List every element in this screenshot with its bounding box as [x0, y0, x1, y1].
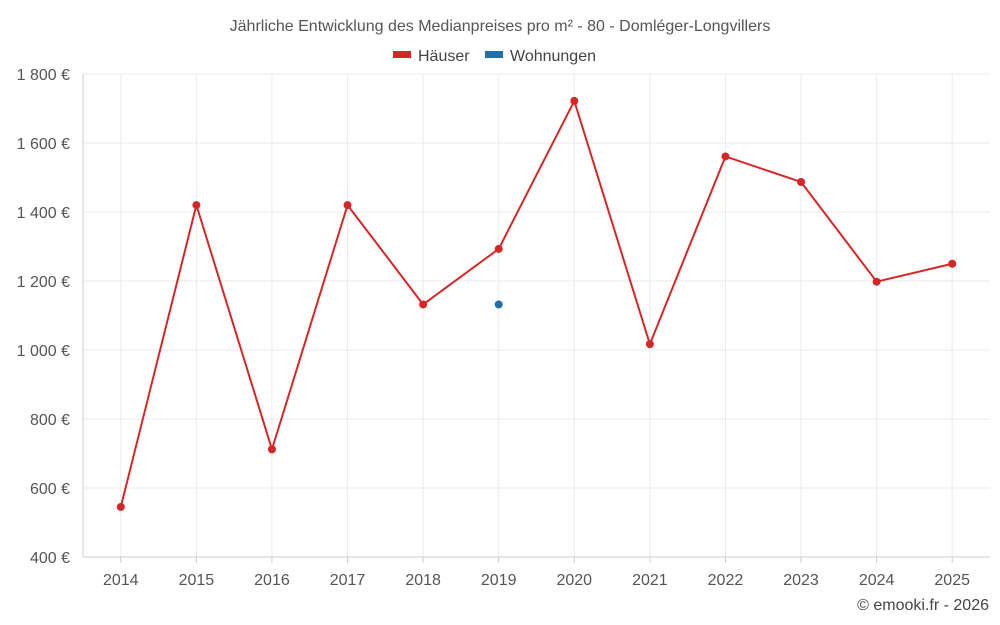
- data-point-haeuser[interactable]: [948, 259, 957, 268]
- series-points: [116, 96, 957, 511]
- legend-label-wohnungen: Wohnungen: [510, 48, 596, 65]
- data-point-haeuser[interactable]: [192, 201, 201, 210]
- data-point-haeuser[interactable]: [570, 96, 579, 105]
- y-tick-label: 1 200 €: [17, 274, 70, 291]
- data-point-haeuser[interactable]: [494, 244, 503, 253]
- x-tick-label: 2018: [405, 572, 441, 589]
- x-tick-label: 2016: [254, 572, 290, 589]
- data-point-haeuser[interactable]: [116, 502, 125, 511]
- data-point-haeuser[interactable]: [419, 300, 428, 309]
- y-tick-label: 600 €: [30, 481, 70, 498]
- data-point-haeuser[interactable]: [721, 152, 730, 161]
- x-axis-ticks: 2014 2015 2016 2017 2018 2019 2020 2021 2022 2023…: [103, 557, 970, 589]
- y-tick-label: 800 €: [30, 412, 70, 429]
- x-tick-label: 2014: [103, 572, 139, 589]
- x-tick-label: 2017: [330, 572, 366, 589]
- x-tick-label: 2015: [179, 572, 215, 589]
- legend-item-haeuser[interactable]: Häuser: [393, 48, 470, 65]
- legend-swatch-wohnungen: [485, 51, 503, 58]
- y-tick-label: 1 400 €: [17, 205, 70, 222]
- series-lines: [119, 99, 953, 508]
- legend: Häuser Wohnungen: [393, 48, 596, 65]
- data-point-haeuser[interactable]: [797, 177, 806, 186]
- x-tick-label: 2020: [556, 572, 592, 589]
- data-point-haeuser[interactable]: [343, 201, 352, 210]
- data-point-haeuser[interactable]: [645, 340, 654, 349]
- chart-title: Jährliche Entwicklung des Medianpreises …: [230, 18, 771, 35]
- x-tick-label: 2025: [934, 572, 970, 589]
- y-axis-ticks: 400 € 600 € 800 € 1 000 € 1 200 € 1 400 € 1 60…: [17, 67, 70, 567]
- legend-item-wohnungen[interactable]: Wohnungen: [485, 48, 596, 65]
- x-tick-label: 2019: [481, 572, 517, 589]
- credit-text: © emooki.fr - 2026: [857, 597, 989, 614]
- x-tick-label: 2022: [708, 572, 744, 589]
- series-line-haeuser: [119, 99, 953, 508]
- data-point-wohnungen[interactable]: [494, 300, 503, 309]
- y-tick-label: 1 000 €: [17, 343, 70, 360]
- grid: [83, 73, 990, 557]
- data-point-haeuser[interactable]: [872, 277, 881, 286]
- data-point-haeuser[interactable]: [267, 445, 276, 454]
- x-tick-label: 2024: [859, 572, 895, 589]
- y-tick-label: 1 600 €: [17, 136, 70, 153]
- legend-swatch-haeuser: [393, 51, 411, 58]
- y-tick-label: 1 800 €: [17, 67, 70, 84]
- y-tick-label: 400 €: [30, 550, 70, 567]
- x-tick-label: 2023: [783, 572, 819, 589]
- legend-label-haeuser: Häuser: [418, 48, 470, 65]
- axes: [82, 74, 990, 558]
- x-tick-label: 2021: [632, 572, 668, 589]
